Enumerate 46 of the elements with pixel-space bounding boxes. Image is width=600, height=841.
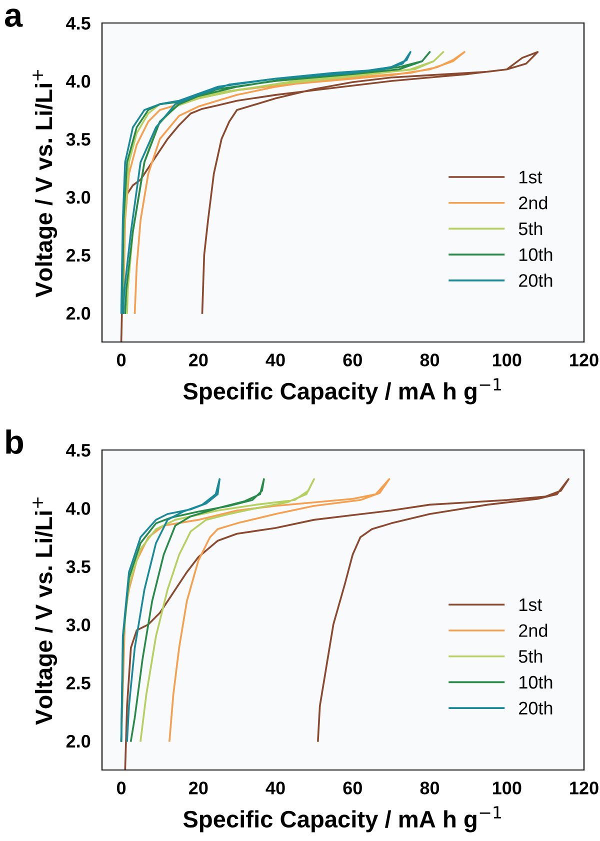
x-axis-title: Specific Capacity / mA h g$^{−1}$ [183,806,501,832]
x-tick-label: 40 [266,782,285,794]
line-series [124,478,570,770]
y-tick-label: 2.5 [66,676,90,690]
line-series [120,478,221,742]
y-tick-label: 3.5 [66,560,90,574]
line-series [120,478,265,742]
legend-label: 10th [520,675,552,689]
x-tick-label: 20 [188,782,208,794]
y-axis-title: Voltage / V vs. Li/Li$^{+}$ [32,497,58,725]
legend-label: 10th [520,248,552,262]
y-tick-label: 4.5 [66,17,90,30]
x-tick-label: 0 [116,354,126,366]
y-tick-label: 4.0 [66,502,90,515]
legend-label: 1st [520,598,542,612]
x-tick-label: 100 [492,354,522,366]
x-tick-label: 80 [420,782,440,794]
x-tick-label: 60 [343,782,362,794]
x-tick-label: 60 [343,354,362,366]
x-tick-label: 40 [266,354,285,366]
legend-label: 20th [519,274,552,287]
x-tick-label: 20 [188,354,208,366]
legend-label: 1st [520,170,542,184]
x-tick-label: 100 [492,782,522,794]
y-tick-label: 2.0 [66,306,90,320]
text: b [6,429,23,454]
y-tick-label: 4.5 [66,444,90,457]
y-tick-label: 2.0 [66,734,90,748]
line-series [120,478,390,742]
x-tick-label: 80 [420,354,440,366]
x-tick-label: 120 [570,354,598,366]
legend-label: 2nd [519,196,548,210]
legend-label: 2nd [519,624,548,637]
x-tick-label: 120 [570,782,598,794]
y-tick-label: 3.0 [66,190,90,204]
legend-label: 5th [518,222,542,236]
y-tick-label: 3.5 [66,132,90,146]
x-tick-label: 0 [116,782,126,794]
y-tick-label: 2.5 [66,248,90,262]
y-axis-title: Voltage / V vs. Li/Li$^{+}$ [32,70,58,298]
legend-label: 20th [519,701,552,715]
x-axis-title: Specific Capacity / mA h g$^{−1}$ [183,378,501,404]
legend-label: 5th [518,650,542,663]
y-tick-label: 4.0 [66,74,90,88]
text: a [4,8,23,27]
y-tick-label: 3.0 [66,618,90,632]
